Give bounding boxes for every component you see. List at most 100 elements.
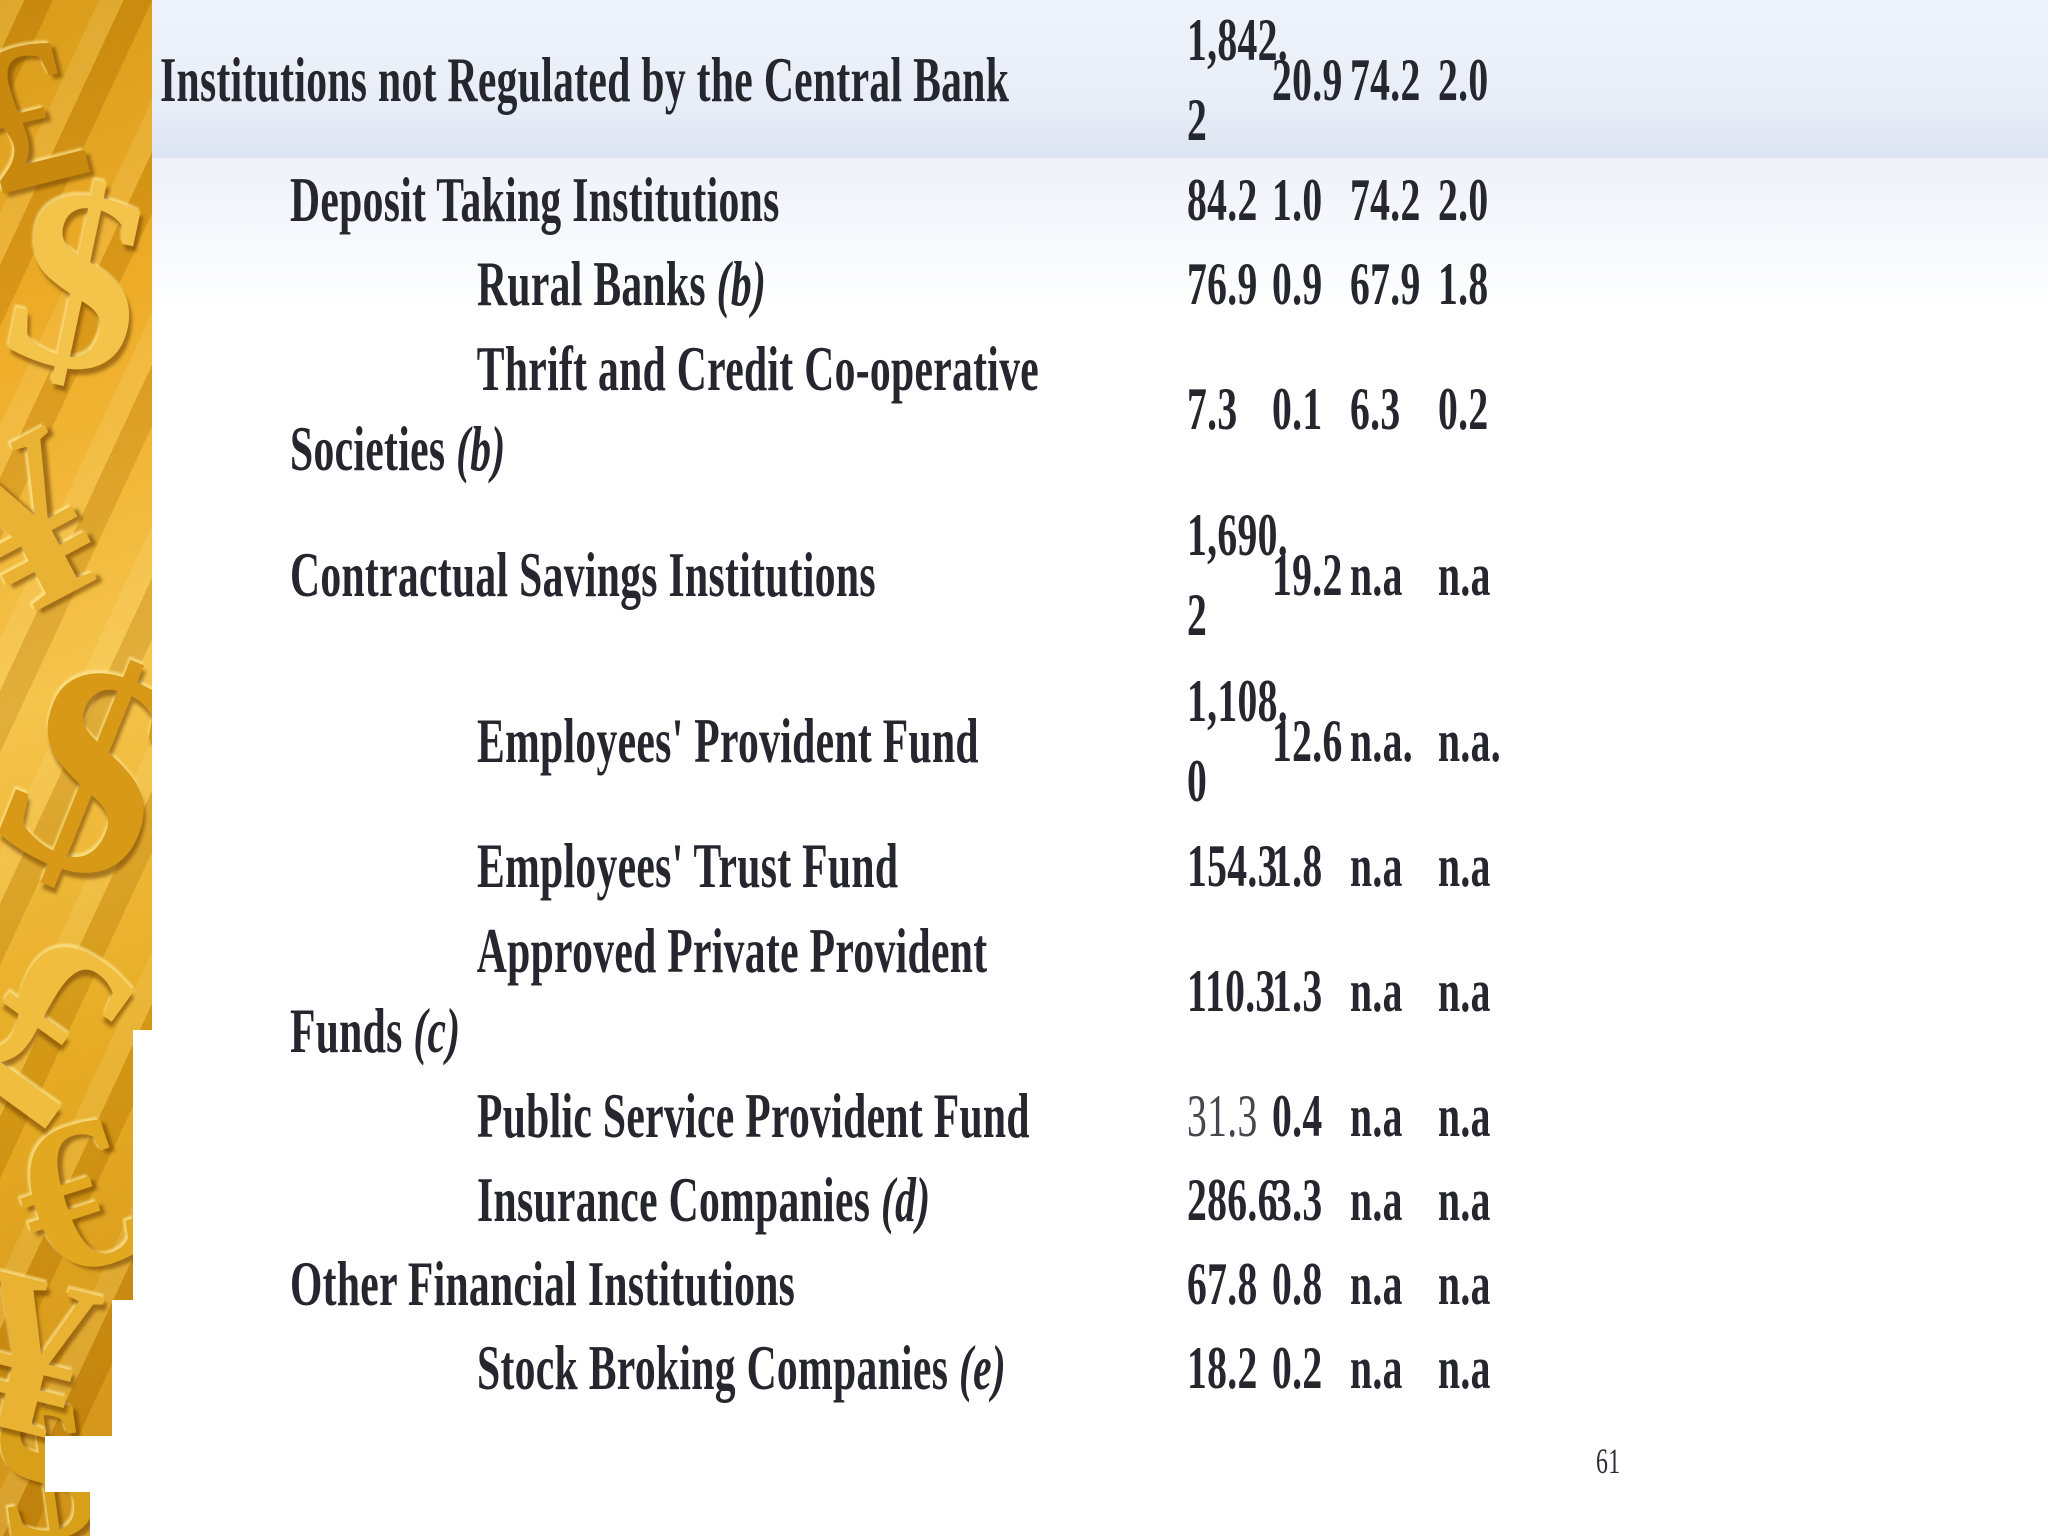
- row-filler: [1536, 1158, 2048, 1242]
- row-label-text: Institutions not Regulated by the Centra…: [160, 45, 1010, 115]
- row-label-text: Employees' Trust Fund: [477, 831, 899, 901]
- value-col-1: 18.2: [1187, 1335, 1258, 1401]
- currency-symbol-icon: £: [0, 0, 108, 241]
- value-col-2: 0.9: [1272, 251, 1323, 317]
- value-col-4: n.a: [1438, 1335, 1491, 1401]
- table-row: Other Financial Institutions 67.8 0.8 n.…: [152, 1242, 2048, 1326]
- sidebar-white-notch: [45, 1436, 152, 1492]
- value-col-3: 67.9: [1350, 251, 1421, 317]
- value-col-3: n.a: [1350, 958, 1403, 1024]
- row-label-note: (c): [402, 996, 461, 1066]
- value-col-4: 2.0: [1438, 167, 1489, 233]
- row-label: Institutions not Regulated by the Centra…: [152, 0, 1185, 160]
- row-filler: [1536, 242, 2048, 326]
- table-row: Rural Banks (b) 76.9 0.9 67.9 1.8: [152, 242, 2048, 326]
- row-label-text: Stock Broking Companies: [477, 1333, 949, 1403]
- row-label: Public Service Provident Fund: [152, 1074, 1185, 1158]
- value-col-4: n.a: [1438, 1167, 1491, 1233]
- row-filler: [1536, 326, 2048, 492]
- row-label-note: (b): [445, 414, 506, 484]
- row-filler: [1536, 824, 2048, 908]
- value-col-4: n.a: [1438, 833, 1491, 899]
- row-label: Other Financial Institutions: [152, 1242, 1185, 1326]
- value-col-2: 19.2: [1272, 542, 1343, 608]
- row-label: Contractual Savings Institutions: [152, 492, 1185, 658]
- row-label-text: Rural Banks: [477, 249, 706, 319]
- row-label-text: Employees' Provident Fund: [477, 706, 979, 776]
- value-col-2: 1.3: [1272, 958, 1323, 1024]
- table-row: Approved Private Provident Funds (c) 110…: [152, 908, 2048, 1074]
- value-col-4: 2.0: [1438, 47, 1489, 113]
- row-filler: [1536, 908, 2048, 1074]
- row-label: Insurance Companies (d): [152, 1158, 1185, 1242]
- value-col-1: 1,842. 2: [1187, 7, 1288, 153]
- table-row: Insurance Companies (d) 286.6 3.3 n.a n.…: [152, 1158, 2048, 1242]
- row-filler: [1536, 0, 2048, 160]
- row-label-text: Thrift and Credit Co-operative Societies: [290, 334, 1040, 484]
- row-filler: [1536, 1242, 2048, 1326]
- table-row: Public Service Provident Fund 31.3 0.4 n…: [152, 1074, 2048, 1158]
- page-number-text: 61: [1596, 1441, 1621, 1481]
- row-filler: [1536, 1326, 2048, 1410]
- table-row: Thrift and Credit Co-operative Societies…: [152, 326, 2048, 492]
- value-col-1: 1,690. 2: [1187, 502, 1288, 648]
- row-label-text: Insurance Companies: [477, 1165, 871, 1235]
- table-row: Stock Broking Companies (e) 18.2 0.2 n.a…: [152, 1326, 2048, 1410]
- value-col-3: n.a: [1350, 1167, 1403, 1233]
- table-row: Contractual Savings Institutions 1,690. …: [152, 492, 2048, 658]
- value-col-2: 1.8: [1272, 833, 1323, 899]
- value-col-4: n.a: [1438, 1083, 1491, 1149]
- value-col-3: 74.2: [1350, 47, 1421, 113]
- row-label: Deposit Taking Institutions: [152, 158, 1185, 242]
- row-label: Approved Private Provident Funds (c): [152, 908, 1185, 1074]
- header-fade-decoration: [152, 158, 2048, 308]
- value-col-4: n.a: [1438, 958, 1491, 1024]
- table-row: Deposit Taking Institutions 84.2 1.0 74.…: [152, 158, 2048, 242]
- row-label-text: Approved Private Provident Funds: [290, 916, 988, 1066]
- row-label: Employees' Provident Fund: [152, 658, 1185, 824]
- row-label: Thrift and Credit Co-operative Societies…: [152, 326, 1185, 492]
- row-filler: [1536, 492, 2048, 658]
- page-number: 61: [1596, 1440, 1633, 1482]
- value-col-3: n.a: [1350, 1335, 1403, 1401]
- value-col-2: 20.9: [1272, 47, 1343, 113]
- currency-symbol-icon: $: [0, 587, 152, 953]
- row-label-text: Public Service Provident Fund: [477, 1081, 1030, 1151]
- value-col-2: 12.6: [1272, 708, 1343, 774]
- value-col-4: 0.2: [1438, 376, 1489, 442]
- table-row: Employees' Provident Fund 1,108. 0 12.6 …: [152, 658, 2048, 824]
- sidebar-white-notch: [90, 1492, 152, 1536]
- value-col-3: n.a: [1350, 1251, 1403, 1317]
- row-label-text: Other Financial Institutions: [290, 1249, 796, 1319]
- value-col-3: 74.2: [1350, 167, 1421, 233]
- row-filler: [1536, 158, 2048, 242]
- value-col-2: 0.2: [1272, 1335, 1323, 1401]
- value-col-2: 1.0: [1272, 167, 1323, 233]
- value-col-4: n.a: [1438, 1251, 1491, 1317]
- value-col-2: 3.3: [1272, 1167, 1323, 1233]
- value-col-3: n.a.: [1350, 708, 1413, 774]
- value-col-3: 6.3: [1350, 376, 1401, 442]
- value-col-3: n.a: [1350, 542, 1403, 608]
- value-col-2: 0.4: [1272, 1083, 1323, 1149]
- value-col-1: 1,108. 0: [1187, 668, 1288, 814]
- value-col-1: 7.3: [1187, 376, 1238, 442]
- row-label: Stock Broking Companies (e): [152, 1326, 1185, 1410]
- table-row: Employees' Trust Fund 154.3 1.8 n.a n.a: [152, 824, 2048, 908]
- table-row-header: Institutions not Regulated by the Centra…: [152, 0, 2048, 158]
- row-label: Employees' Trust Fund: [152, 824, 1185, 908]
- value-col-1: 110.3: [1187, 958, 1276, 1024]
- value-col-1: 154.3: [1187, 833, 1278, 899]
- value-col-1: 31.3: [1187, 1083, 1258, 1149]
- row-label-note: (d): [870, 1165, 931, 1235]
- row-label: Rural Banks (b): [152, 242, 1185, 326]
- slide-content: Institutions not Regulated by the Centra…: [152, 0, 2048, 1536]
- currency-collage-sidebar: $¥€£$¥$£: [0, 0, 152, 1536]
- value-col-3: n.a: [1350, 1083, 1403, 1149]
- row-filler: [1536, 1074, 2048, 1158]
- value-col-1: 67.8: [1187, 1251, 1258, 1317]
- value-col-3: n.a: [1350, 833, 1403, 899]
- row-label-note: (b): [705, 249, 767, 319]
- value-col-4: 1.8: [1438, 251, 1489, 317]
